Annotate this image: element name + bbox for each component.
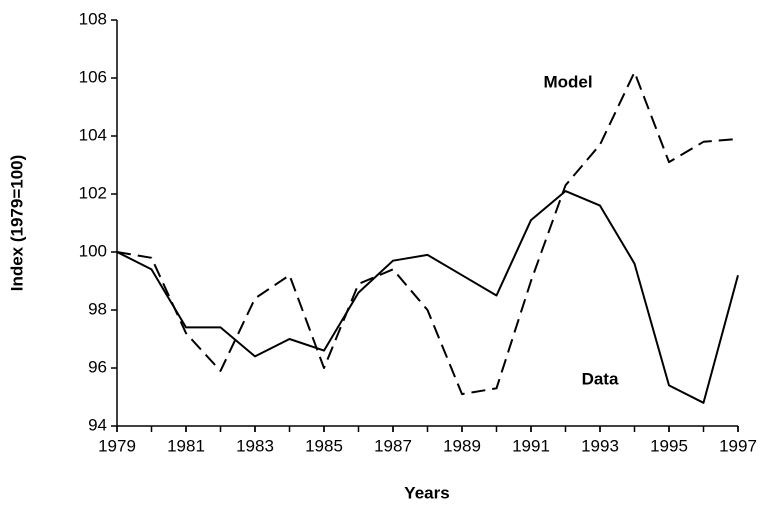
x-tick-label: 1995 [650, 436, 688, 455]
x-tick-label: 1983 [236, 436, 274, 455]
x-tick-label: 1993 [581, 436, 619, 455]
x-tick-label: 1997 [719, 436, 757, 455]
x-tick-label: 1979 [98, 436, 136, 455]
y-tick-label: 96 [88, 357, 107, 376]
series-label: Data [582, 369, 619, 388]
series-line [116, 71, 739, 396]
y-tick-label: 98 [88, 299, 107, 318]
y-tick-label: 104 [79, 125, 107, 144]
x-tick-label: 1989 [443, 436, 481, 455]
y-tick-label: 108 [79, 9, 107, 28]
y-tick-label: 94 [88, 415, 107, 434]
y-tick-label: 100 [79, 241, 107, 260]
series-line [116, 190, 739, 404]
x-tick-label: 1987 [374, 436, 412, 455]
x-tick-label: 1981 [167, 436, 205, 455]
y-tick-label: 102 [79, 183, 107, 202]
x-tick-label: 1991 [512, 436, 550, 455]
x-tick-label: 1985 [305, 436, 343, 455]
x-axis-label: Years [404, 483, 449, 502]
y-tick-label: 106 [79, 67, 107, 86]
series-label: Model [543, 72, 592, 91]
y-axis-label: Index (1979=100) [7, 155, 26, 292]
